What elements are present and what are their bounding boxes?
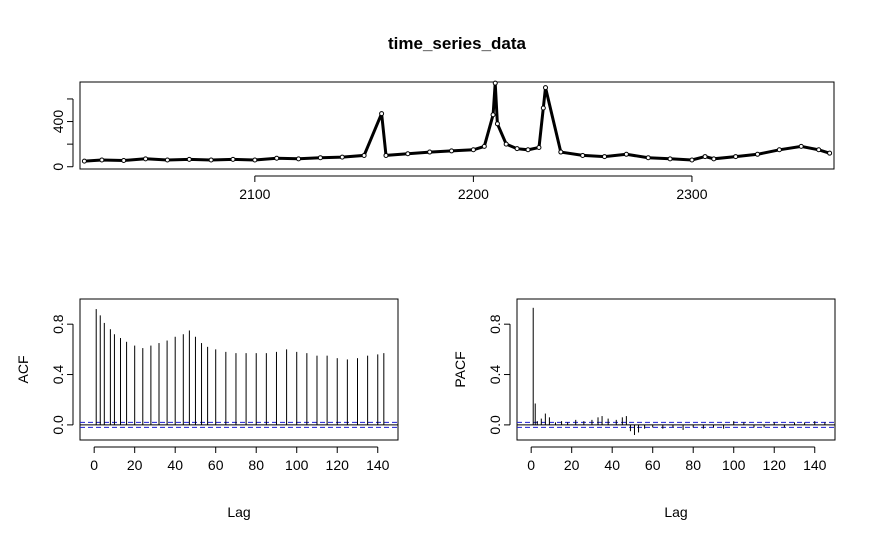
time-series-point bbox=[623, 151, 629, 157]
time-series-point bbox=[427, 149, 433, 155]
time-series-point bbox=[816, 147, 822, 153]
time-series-point bbox=[711, 156, 717, 162]
time-series-point bbox=[186, 156, 192, 162]
pacf-x-tick-label: 60 bbox=[645, 457, 661, 473]
acf-x-tick-label: 80 bbox=[248, 457, 264, 473]
time-series-point bbox=[143, 156, 149, 162]
acf-x-tick-label: 100 bbox=[285, 457, 309, 473]
time-series-point bbox=[121, 158, 127, 164]
time_series_data-y-tick-label: 0 bbox=[50, 163, 66, 171]
time-series-point bbox=[558, 149, 564, 155]
time_series_data-x-tick-label: 2100 bbox=[239, 186, 270, 202]
pacf-plot-box bbox=[516, 298, 836, 441]
time_series_data-y-tick-label: 400 bbox=[50, 110, 66, 134]
acf-x-tick-label: 20 bbox=[127, 457, 143, 473]
pacf-x-tick-label: 0 bbox=[527, 457, 535, 473]
pacf-x-tick-label: 120 bbox=[763, 457, 787, 473]
time-series-point bbox=[470, 147, 476, 153]
time-series-point bbox=[492, 80, 498, 86]
pacf-x-tick-label: 80 bbox=[685, 457, 701, 473]
acf-x-tick-label: 40 bbox=[167, 457, 183, 473]
time-series-point bbox=[339, 154, 345, 160]
pacf-x-tick-label: 20 bbox=[564, 457, 580, 473]
time-series-point bbox=[296, 156, 302, 162]
time-series-point bbox=[361, 152, 367, 158]
time-series-point bbox=[702, 154, 708, 160]
time-series-point bbox=[274, 155, 280, 161]
pacf-x-tick-label: 140 bbox=[803, 457, 827, 473]
time-series-point bbox=[383, 152, 389, 158]
time-series-line bbox=[84, 83, 831, 163]
time-series-point bbox=[99, 157, 105, 163]
time-series-point bbox=[755, 151, 761, 157]
time-series-point bbox=[449, 148, 455, 154]
pacf-panel: 0 20 40 60 80 100 120 140 0.0 0.4 0.8 Lag PACF bbox=[452, 298, 836, 520]
time-series-point bbox=[494, 121, 500, 127]
acf-panel: 0 20 40 60 80 100 120 140 0.0 0.4 0.8 Lag ACF bbox=[15, 298, 399, 520]
time-series-point bbox=[776, 147, 782, 153]
time_series_data-plot-box bbox=[79, 81, 835, 170]
acf-x-axis-label: Lag bbox=[227, 504, 250, 520]
time-series-point bbox=[645, 155, 651, 161]
pacf-y-axis-label: PACF bbox=[452, 351, 468, 387]
time-series-point bbox=[689, 157, 695, 163]
pacf-x-axis-label: Lag bbox=[664, 504, 687, 520]
time-series-point bbox=[405, 151, 411, 157]
time-series-point bbox=[798, 143, 804, 149]
time-series-point bbox=[667, 156, 673, 162]
pacf-x-tick-label: 40 bbox=[604, 457, 620, 473]
time-series-point bbox=[379, 111, 385, 117]
time-series-point bbox=[733, 154, 739, 160]
figure-title: time_series_data bbox=[388, 34, 527, 53]
time_series_data-x-tick-label: 2300 bbox=[676, 186, 707, 202]
time-series-point bbox=[514, 146, 520, 152]
time-series-point bbox=[252, 157, 258, 163]
time-series-point bbox=[317, 155, 323, 161]
time-series-point bbox=[602, 154, 608, 160]
pacf-y-tick-label: 0.8 bbox=[487, 314, 503, 334]
time-series-point bbox=[490, 112, 496, 118]
time-series-point bbox=[525, 147, 531, 153]
acf-x-tick-label: 120 bbox=[326, 457, 350, 473]
pacf-y-tick-label: 0.4 bbox=[487, 365, 503, 385]
acf-y-tick-label: 0.0 bbox=[50, 415, 66, 435]
pacf-x-tick-label: 100 bbox=[722, 457, 746, 473]
time-series-panel: 2100 2200 2300 0 400 bbox=[50, 80, 835, 202]
pacf-y-tick-label: 0.0 bbox=[487, 415, 503, 435]
time_series_data-x-tick-label: 2200 bbox=[458, 186, 489, 202]
time-series-point bbox=[580, 152, 586, 158]
time-series-point bbox=[81, 158, 87, 164]
time-series-point bbox=[208, 157, 214, 163]
acf-plot-box bbox=[79, 298, 399, 441]
acf-x-tick-label: 60 bbox=[208, 457, 224, 473]
acf-y-axis-label: ACF bbox=[15, 356, 31, 384]
acf-y-tick-label: 0.8 bbox=[50, 314, 66, 334]
time-series-point bbox=[230, 156, 236, 162]
time-series-point bbox=[503, 141, 509, 147]
time-series-point bbox=[543, 85, 549, 91]
time-series-point bbox=[536, 145, 542, 151]
time-series-point bbox=[827, 150, 833, 156]
acf-x-tick-label: 0 bbox=[90, 457, 98, 473]
acf-x-tick-label: 140 bbox=[366, 457, 390, 473]
time-series-point bbox=[164, 157, 170, 163]
time-series-point bbox=[481, 143, 487, 149]
acf-y-tick-label: 0.4 bbox=[50, 365, 66, 385]
time-series-point bbox=[540, 105, 546, 111]
